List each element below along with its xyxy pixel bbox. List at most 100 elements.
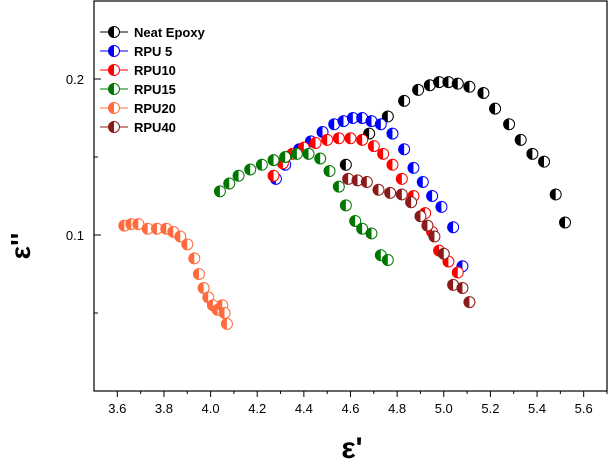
data-point bbox=[559, 216, 572, 229]
data-point bbox=[218, 307, 231, 319]
legend-item: Neat Epoxy bbox=[100, 25, 206, 40]
data-point bbox=[447, 278, 460, 291]
series-4 bbox=[118, 218, 233, 330]
data-point bbox=[174, 230, 187, 243]
data-point bbox=[386, 158, 399, 171]
data-point bbox=[365, 227, 378, 240]
data-point bbox=[477, 87, 490, 100]
data-point bbox=[360, 175, 373, 188]
data-point bbox=[428, 230, 441, 243]
data-point bbox=[339, 158, 352, 171]
data-point bbox=[267, 154, 280, 167]
y-tick-label: 0.2 bbox=[66, 72, 84, 87]
x-axis: 3.6 3.8 4.0 4.2 4.4 4.6 4.8 5.0 5.2 5.4 5.6 bbox=[108, 391, 608, 416]
data-point bbox=[223, 177, 236, 190]
legend: Neat Epoxy RPU 5 RPU10 RPU15 RPU20 RPU40 bbox=[100, 25, 206, 135]
legend-marker bbox=[108, 83, 120, 95]
x-axis-title: ε' bbox=[341, 432, 362, 465]
data-point bbox=[367, 140, 380, 153]
data-series bbox=[118, 76, 572, 330]
data-point bbox=[451, 266, 464, 279]
data-point bbox=[423, 79, 436, 92]
data-point bbox=[426, 190, 439, 202]
data-point bbox=[407, 161, 420, 174]
plot-frame bbox=[93, 0, 608, 392]
legend-item: RPU15 bbox=[100, 82, 176, 97]
data-point bbox=[290, 147, 303, 160]
data-point bbox=[349, 214, 362, 227]
data-point bbox=[321, 133, 334, 146]
data-point bbox=[526, 147, 539, 160]
data-point bbox=[514, 133, 527, 146]
data-point bbox=[255, 158, 268, 171]
data-point bbox=[132, 218, 145, 231]
data-point bbox=[433, 76, 446, 89]
data-point bbox=[489, 102, 502, 115]
series-5 bbox=[342, 172, 476, 309]
legend-item: RPU40 bbox=[100, 120, 176, 135]
data-point bbox=[314, 152, 327, 165]
legend-item: RPU20 bbox=[100, 101, 176, 116]
data-point bbox=[395, 188, 408, 201]
data-point bbox=[356, 222, 369, 235]
data-point bbox=[386, 127, 399, 140]
data-point bbox=[398, 143, 411, 156]
data-point bbox=[339, 199, 352, 212]
data-point bbox=[344, 132, 357, 145]
data-point bbox=[395, 172, 408, 185]
data-point bbox=[244, 163, 257, 176]
data-point bbox=[463, 296, 476, 309]
legend-item: RPU10 bbox=[100, 63, 176, 78]
data-point bbox=[267, 169, 280, 182]
x-tick-label: 3.6 bbox=[108, 401, 126, 416]
data-point bbox=[435, 200, 448, 213]
data-point bbox=[374, 118, 387, 131]
series-3 bbox=[213, 147, 394, 266]
data-point bbox=[356, 112, 369, 124]
data-point bbox=[412, 83, 425, 96]
x-tick-label: 4.0 bbox=[202, 401, 220, 416]
data-point bbox=[192, 268, 205, 280]
data-point bbox=[463, 80, 476, 93]
legend-label: RPU40 bbox=[134, 120, 176, 135]
data-point bbox=[398, 94, 411, 107]
legend-label: RPU10 bbox=[134, 63, 176, 78]
x-tick-label: 3.8 bbox=[155, 401, 173, 416]
data-point bbox=[538, 155, 551, 168]
data-point bbox=[381, 253, 394, 266]
data-point bbox=[356, 133, 369, 146]
data-point bbox=[451, 77, 464, 90]
x-tick-label: 5.0 bbox=[435, 401, 453, 416]
legend-marker bbox=[108, 64, 120, 76]
data-point bbox=[309, 136, 322, 149]
y-axis-title: ε'' bbox=[5, 233, 36, 260]
x-tick-label: 4.2 bbox=[248, 401, 266, 416]
legend-marker bbox=[108, 102, 120, 114]
series-0 bbox=[339, 76, 572, 229]
x-tick-label: 5.6 bbox=[575, 401, 593, 416]
data-point bbox=[188, 252, 201, 265]
data-point bbox=[503, 118, 516, 131]
legend-label: RPU15 bbox=[134, 82, 176, 97]
data-point bbox=[302, 147, 315, 160]
data-point bbox=[197, 282, 210, 295]
legend-label: Neat Epoxy bbox=[134, 25, 206, 40]
x-tick-label: 4.6 bbox=[341, 401, 359, 416]
data-point bbox=[342, 172, 355, 185]
data-point bbox=[456, 282, 469, 295]
legend-label: RPU20 bbox=[134, 101, 176, 116]
x-tick-label: 4.4 bbox=[295, 401, 313, 416]
data-point bbox=[416, 175, 429, 188]
x-tick-label: 5.2 bbox=[481, 401, 499, 416]
data-point bbox=[328, 118, 341, 131]
legend-item: RPU 5 bbox=[100, 44, 172, 59]
y-axis: 0.1 0.2 bbox=[66, 72, 101, 314]
data-point bbox=[414, 210, 427, 223]
legend-marker bbox=[108, 26, 120, 38]
legend-label: RPU 5 bbox=[134, 44, 172, 59]
data-point bbox=[220, 317, 233, 330]
data-point bbox=[437, 247, 450, 260]
data-point bbox=[447, 221, 460, 234]
data-point bbox=[323, 165, 336, 178]
